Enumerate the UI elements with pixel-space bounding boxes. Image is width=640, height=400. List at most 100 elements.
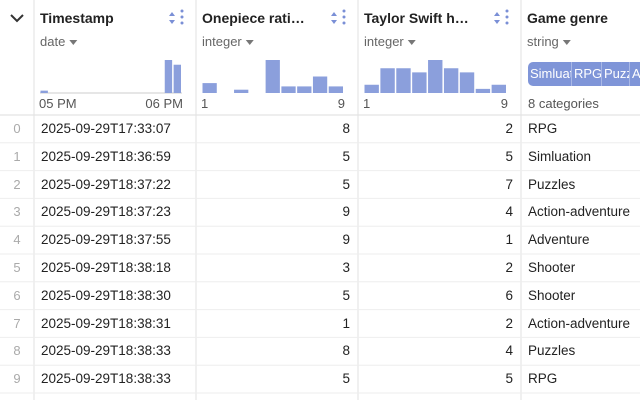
menu-dot[interactable]: [180, 15, 184, 19]
cell-timestamp: 2025-09-29T18:38:30: [41, 287, 171, 303]
category-summary: 8 categories: [528, 96, 599, 111]
histogram-bar: [364, 84, 379, 93]
histogram-bar: [164, 60, 173, 93]
row-index: 8: [13, 343, 21, 359]
column-title[interactable]: Taylor Swift h…: [364, 10, 469, 26]
histogram-bar: [428, 60, 443, 93]
category-chip[interactable]: Simluation: [528, 62, 572, 86]
cell-string: Puzzles: [528, 343, 576, 359]
cell-integer: 2: [505, 121, 513, 136]
cell-integer: 2: [505, 260, 513, 275]
histogram-bar: [202, 83, 217, 93]
histogram-bar: [380, 68, 395, 93]
histogram-bar: [265, 60, 280, 93]
histogram-bar: [173, 64, 181, 93]
cell-integer: 5: [342, 176, 350, 192]
cell-timestamp: 2025-09-29T18:37:22: [41, 176, 171, 192]
cell-integer: 4: [505, 204, 513, 220]
column-title[interactable]: Onepiece rati…: [202, 10, 305, 26]
menu-dot[interactable]: [505, 21, 509, 25]
menu-dot[interactable]: [505, 15, 509, 19]
menu-dot[interactable]: [342, 21, 346, 25]
cell-string: Puzzles: [528, 176, 576, 192]
cell-integer: 1: [505, 232, 513, 248]
menu-dot[interactable]: [180, 9, 184, 13]
category-chip[interactable]: Puzzles: [602, 62, 630, 86]
cell-string: RPG: [528, 371, 558, 387]
menu-dot[interactable]: [342, 9, 346, 13]
menu-dot[interactable]: [505, 9, 509, 13]
cell-integer: 8: [342, 343, 350, 359]
cell-string: Shooter: [528, 287, 576, 303]
cell-integer: 4: [505, 343, 513, 359]
sort-icon[interactable]: [494, 12, 500, 24]
axis-label: 06 PM: [145, 96, 183, 111]
menu-dot[interactable]: [342, 15, 346, 19]
cell-string: RPG: [528, 121, 558, 136]
axis-label: 9: [337, 96, 345, 111]
row-index: 5: [13, 260, 21, 275]
cell-timestamp: 2025-09-29T18:37:23: [41, 204, 171, 220]
column-dtype[interactable]: string: [527, 34, 559, 49]
column-dtype[interactable]: date: [40, 34, 66, 49]
histogram-bar: [328, 86, 343, 93]
dtype-caret[interactable]: [69, 40, 78, 45]
cell-integer: 2: [505, 315, 513, 331]
axis-label: 1: [201, 96, 209, 111]
category-chip[interactable]: RPG: [572, 62, 602, 86]
cell-integer: 3: [342, 260, 350, 275]
row-index: 3: [13, 204, 21, 220]
cell-timestamp: 2025-09-29T18:36:59: [41, 148, 171, 164]
histogram-bar: [312, 76, 328, 93]
cell-string: Adventure: [528, 232, 590, 248]
dtype-caret[interactable]: [562, 40, 571, 45]
sort-icon[interactable]: [169, 12, 175, 24]
cell-string: Simluation: [528, 148, 592, 164]
cell-timestamp: 2025-09-29T18:38:33: [41, 371, 171, 387]
column-title[interactable]: Timestamp: [40, 10, 114, 26]
cell-integer: 5: [342, 371, 350, 387]
column-dtype[interactable]: integer: [202, 34, 242, 49]
histogram-bar: [234, 89, 249, 93]
dtype-caret[interactable]: [245, 40, 254, 45]
histogram-bar: [491, 84, 506, 93]
column-title[interactable]: Game genre: [527, 10, 608, 26]
cell-string: Action-adventure: [528, 315, 631, 331]
histogram-bar: [475, 88, 491, 93]
cell-integer: 5: [342, 148, 350, 164]
axis-label: 1: [363, 96, 371, 111]
cell-integer: 5: [505, 371, 513, 387]
column-dtype[interactable]: integer: [364, 34, 404, 49]
row-index: 7: [13, 315, 21, 331]
cell-integer: 1: [342, 315, 350, 331]
row-index: 9: [13, 371, 21, 387]
cell-timestamp: 2025-09-29T18:37:55: [41, 232, 171, 248]
cell-integer: 8: [342, 121, 350, 136]
cell-string: Shooter: [528, 260, 576, 275]
histogram-bar: [281, 86, 296, 93]
collapse-chevron[interactable]: [10, 14, 24, 23]
cell-integer: 5: [505, 148, 513, 164]
cell-integer: 9: [342, 232, 350, 248]
histogram-bar: [297, 86, 312, 93]
menu-dot[interactable]: [180, 21, 184, 25]
cell-integer: 7: [505, 176, 513, 192]
cell-timestamp: 2025-09-29T18:38:31: [41, 315, 171, 331]
row-index: 6: [13, 287, 21, 303]
sort-icon[interactable]: [331, 12, 337, 24]
axis-label: 9: [500, 96, 508, 111]
row-index: 0: [13, 121, 21, 136]
row-index: 4: [13, 232, 21, 248]
cell-string: Action-adventure: [528, 204, 631, 220]
histogram-bar: [412, 72, 427, 93]
cell-integer: 5: [342, 287, 350, 303]
row-index: 1: [13, 148, 21, 164]
dtype-caret[interactable]: [407, 40, 416, 45]
histogram-bar: [40, 90, 48, 93]
row-index: 2: [13, 176, 21, 192]
category-chip[interactable]: Action-adventure: [630, 62, 640, 86]
cell-timestamp: 2025-09-29T18:38:18: [41, 260, 171, 275]
axis-label: 05 PM: [39, 96, 77, 111]
